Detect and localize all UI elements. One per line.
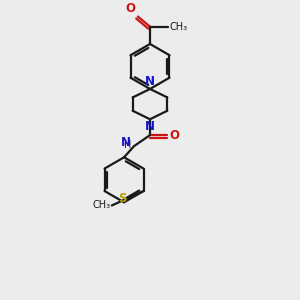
Text: H: H bbox=[124, 140, 131, 150]
Text: N: N bbox=[121, 136, 131, 149]
Text: CH₃: CH₃ bbox=[169, 22, 188, 32]
Text: O: O bbox=[169, 129, 179, 142]
Text: N: N bbox=[145, 120, 155, 133]
Text: O: O bbox=[125, 2, 135, 15]
Text: S: S bbox=[118, 192, 126, 205]
Text: N: N bbox=[145, 75, 155, 88]
Text: CH₃: CH₃ bbox=[92, 200, 110, 211]
